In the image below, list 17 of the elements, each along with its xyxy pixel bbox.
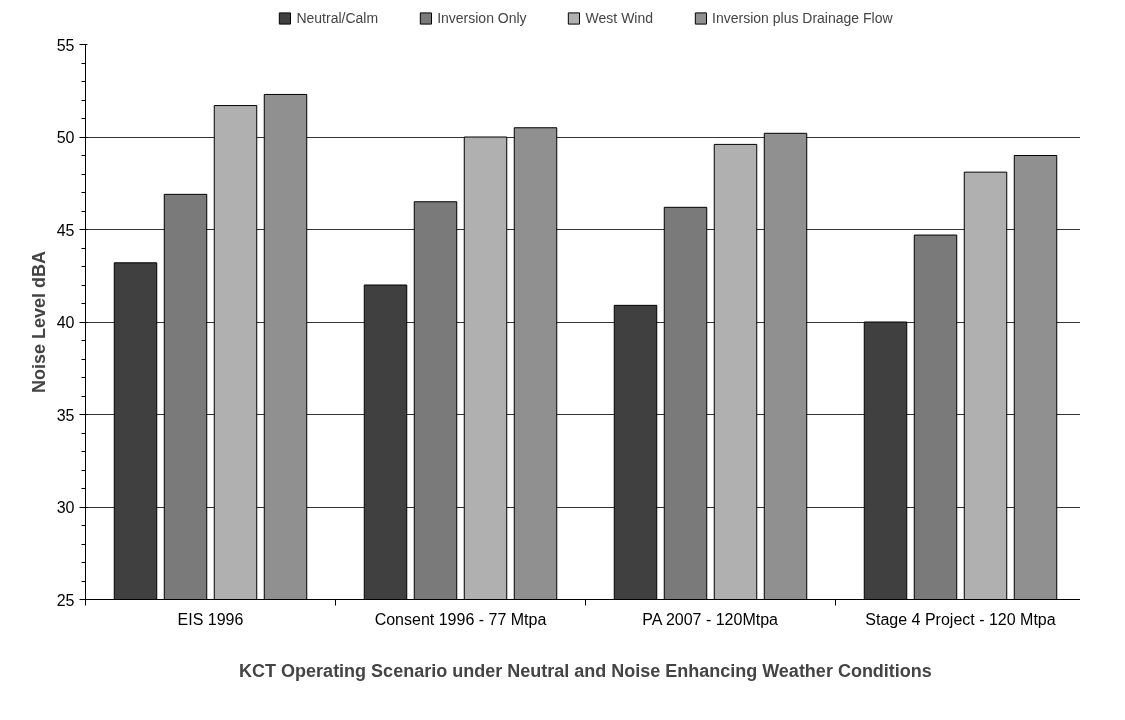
legend-label: Neutral/Calm [296, 10, 379, 26]
legend-label: West Wind [585, 10, 654, 26]
legend-label: Inversion Only [437, 10, 527, 26]
y-tick-label: 50 [56, 129, 75, 146]
y-tick-label: 45 [56, 221, 75, 239]
legend-label: Inversion plus Drainage Flow [712, 10, 893, 26]
y-tick-label: 25 [56, 591, 75, 609]
y-tick-label: 40 [56, 314, 75, 331]
y-axis-title: Noise Level dBA [28, 250, 49, 394]
x-tick-label: PA 2007 - 120Mtpa [642, 610, 779, 628]
y-tick-label: 55 [56, 36, 75, 54]
y-tick-label: 30 [56, 499, 75, 516]
x-tick-label: Consent 1996 - 77 Mtpa [374, 610, 547, 628]
x-tick-label: Stage 4 Project - 120 Mtpa [865, 610, 1056, 628]
x-tick-label: EIS 1996 [177, 610, 244, 628]
y-tick-label: 35 [56, 406, 75, 424]
x-axis-title: KCT Operating Scenario under Neutral and Noise Enhancing Weather Conditions [239, 660, 932, 681]
